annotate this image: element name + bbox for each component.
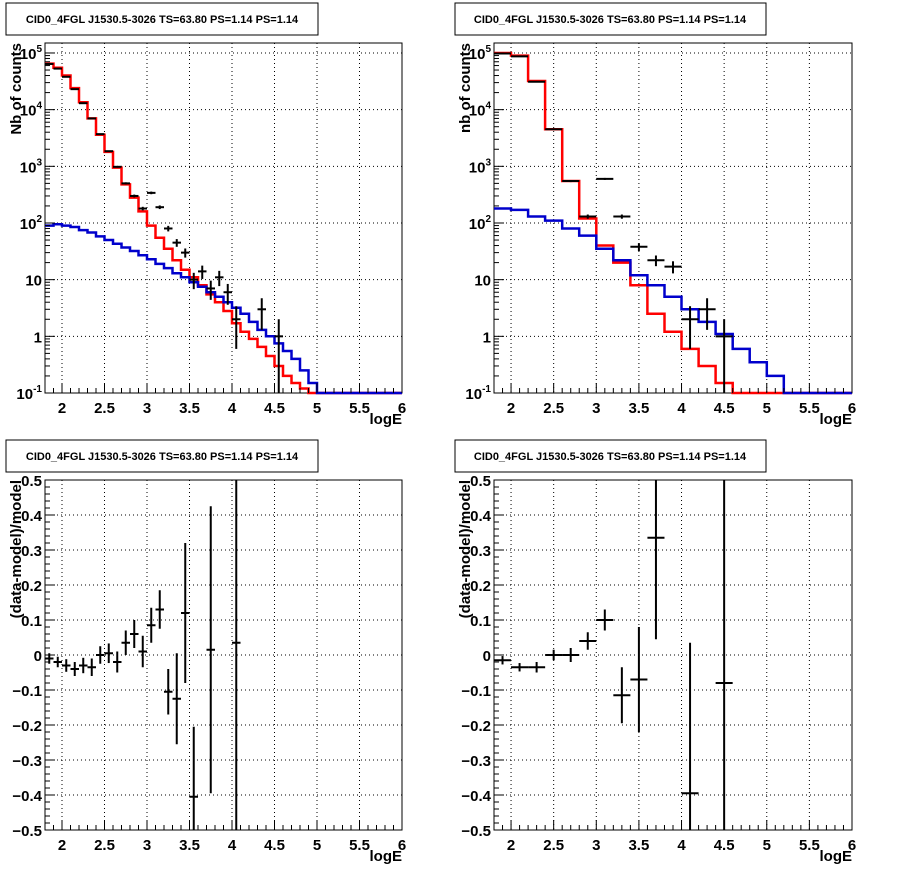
x-tick-label: 2	[58, 837, 66, 854]
y-tick-label: 105	[20, 44, 43, 63]
x-tick-label: 4.5	[264, 400, 285, 417]
y-tick-label: 10	[25, 273, 42, 290]
x-tick-label: 3	[592, 837, 600, 854]
y-axis-title: Nb of counts	[8, 43, 25, 135]
y-tick-label: 1	[483, 329, 491, 346]
y-tick-label: −0.3	[461, 753, 491, 770]
y-tick-label: −0.4	[461, 788, 491, 805]
x-tick-label: 3.5	[179, 400, 200, 417]
y-tick-label: −0.4	[12, 788, 42, 805]
x-tick-label: 5	[763, 400, 771, 417]
y-tick-label: 10-1	[16, 384, 42, 403]
x-tick-label: 3.5	[628, 400, 649, 417]
y-tick-label: −0.2	[12, 718, 42, 735]
model-source-histogram	[494, 207, 852, 395]
y-tick-label: 10-1	[465, 384, 491, 403]
y-tick-label: 0.1	[21, 613, 42, 630]
x-tick-label: 6	[848, 400, 856, 417]
y-tick-label: 0.3	[21, 543, 42, 560]
x-tick-label: 2.5	[94, 400, 115, 417]
y-tick-label: −0.1	[12, 683, 42, 700]
y-tick-label: 0.2	[470, 578, 491, 595]
y-tick-label: 102	[20, 214, 43, 233]
x-tick-label: 2.5	[543, 400, 564, 417]
title-box	[454, 439, 767, 473]
model-total-histogram	[494, 51, 852, 395]
x-tick-label: 5	[763, 837, 771, 854]
x-tick-label: 4.5	[264, 837, 285, 854]
x-tick-label: 3	[143, 400, 151, 417]
x-tick-label: 4.5	[714, 400, 735, 417]
x-tick-label: 5.5	[799, 837, 820, 854]
x-tick-label: 2	[507, 400, 515, 417]
title-box	[5, 439, 319, 473]
y-tick-label: 105	[469, 44, 492, 63]
panel-title: CID0_4FGL J1530.5-3026 TS=63.80 PS=1.14 …	[474, 14, 747, 26]
y-tick-label: 104	[469, 101, 492, 120]
x-tick-label: 4.5	[714, 837, 735, 854]
panel-title: CID0_4FGL J1530.5-3026 TS=63.80 PS=1.14 …	[26, 451, 299, 463]
plot-frame	[44, 42, 403, 394]
y-tick-label: −0.1	[461, 683, 491, 700]
y-tick-label: 0.3	[470, 543, 491, 560]
x-tick-label: 6	[398, 400, 406, 417]
x-tick-label: 2.5	[543, 837, 564, 854]
y-tick-label: 103	[20, 157, 43, 176]
y-axis-title: (data-model)/model	[8, 480, 25, 618]
panel-counts-left: CID0_4FGL J1530.5-3026 TS=63.80 PS=1.14 …	[5, 2, 406, 428]
y-tick-label: 10	[474, 273, 491, 290]
x-tick-label: 4	[228, 400, 237, 417]
panel-residuals-right: CID0_4FGL J1530.5-3026 TS=63.80 PS=1.14 …	[454, 439, 856, 865]
x-axis-title: logE	[370, 411, 403, 428]
title-box	[454, 2, 767, 36]
panel-title: CID0_4FGL J1530.5-3026 TS=63.80 PS=1.14 …	[26, 14, 299, 26]
y-tick-label: −0.5	[12, 823, 42, 840]
x-tick-label: 3	[592, 400, 600, 417]
x-tick-label: 2	[58, 400, 66, 417]
y-tick-label: 0	[34, 648, 42, 665]
model-total-histogram	[45, 62, 402, 395]
x-tick-label: 6	[398, 837, 406, 854]
x-tick-label: 6	[848, 837, 856, 854]
x-tick-label: 3	[143, 837, 151, 854]
plot-frame	[493, 42, 853, 394]
x-tick-label: 5.5	[799, 400, 820, 417]
panel-counts-right: CID0_4FGL J1530.5-3026 TS=63.80 PS=1.14 …	[454, 2, 856, 428]
y-tick-label: 102	[469, 214, 492, 233]
y-tick-label: 0	[483, 648, 491, 665]
x-tick-label: 5	[313, 837, 321, 854]
y-tick-label: 0.4	[21, 508, 43, 525]
y-tick-label: 0.5	[21, 473, 42, 490]
x-axis-title: logE	[820, 411, 853, 428]
x-tick-label: 5.5	[349, 400, 370, 417]
x-tick-label: 3.5	[179, 837, 200, 854]
x-tick-label: 4	[677, 837, 686, 854]
x-axis-title: logE	[370, 848, 403, 865]
title-box	[5, 2, 319, 36]
y-tick-label: 0.4	[470, 508, 492, 525]
x-tick-label: 5	[313, 400, 321, 417]
y-tick-label: 1	[34, 329, 42, 346]
y-tick-label: 103	[469, 157, 492, 176]
panel-title: CID0_4FGL J1530.5-3026 TS=63.80 PS=1.14 …	[474, 451, 747, 463]
x-axis-title: logE	[820, 848, 853, 865]
model-source-histogram	[45, 223, 402, 395]
y-tick-label: −0.3	[12, 753, 42, 770]
x-tick-label: 2.5	[94, 837, 115, 854]
x-tick-label: 4	[677, 400, 686, 417]
x-tick-label: 2	[507, 837, 515, 854]
y-tick-label: −0.2	[461, 718, 491, 735]
y-axis-title: nb of counts	[457, 43, 474, 133]
y-tick-label: 0.2	[21, 578, 42, 595]
x-tick-label: 4	[228, 837, 237, 854]
y-tick-label: −0.5	[461, 823, 491, 840]
y-axis-title: (data-model)/model	[457, 480, 474, 618]
x-tick-label: 3.5	[628, 837, 649, 854]
panel-residuals-left: CID0_4FGL J1530.5-3026 TS=63.80 PS=1.14 …	[5, 439, 406, 865]
x-tick-label: 5.5	[349, 837, 370, 854]
y-tick-label: 104	[20, 101, 43, 120]
y-tick-label: 0.5	[470, 473, 491, 490]
y-tick-label: 0.1	[470, 613, 491, 630]
